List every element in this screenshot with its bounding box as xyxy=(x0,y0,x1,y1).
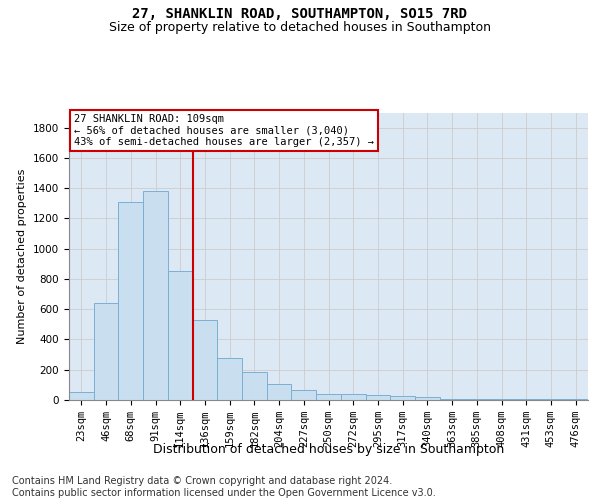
Bar xyxy=(514,399,539,400)
Bar xyxy=(563,399,588,400)
Bar xyxy=(440,399,464,400)
Bar xyxy=(94,303,118,400)
Bar xyxy=(464,399,489,400)
Bar xyxy=(69,392,94,400)
Bar xyxy=(118,202,143,400)
Bar xyxy=(341,394,365,400)
Bar xyxy=(316,394,341,400)
Bar xyxy=(292,390,316,400)
Text: Size of property relative to detached houses in Southampton: Size of property relative to detached ho… xyxy=(109,21,491,34)
Text: Distribution of detached houses by size in Southampton: Distribution of detached houses by size … xyxy=(153,442,505,456)
Bar xyxy=(168,272,193,400)
Text: Contains HM Land Registry data © Crown copyright and database right 2024.
Contai: Contains HM Land Registry data © Crown c… xyxy=(12,476,436,498)
Bar xyxy=(242,372,267,400)
Bar xyxy=(365,396,390,400)
Bar xyxy=(539,399,563,400)
Bar xyxy=(489,399,514,400)
Text: 27, SHANKLIN ROAD, SOUTHAMPTON, SO15 7RD: 27, SHANKLIN ROAD, SOUTHAMPTON, SO15 7RD xyxy=(133,8,467,22)
Bar xyxy=(217,358,242,400)
Bar xyxy=(143,191,168,400)
Bar xyxy=(390,396,415,400)
Y-axis label: Number of detached properties: Number of detached properties xyxy=(17,168,28,344)
Bar xyxy=(415,397,440,400)
Bar xyxy=(267,384,292,400)
Bar xyxy=(193,320,217,400)
Text: 27 SHANKLIN ROAD: 109sqm
← 56% of detached houses are smaller (3,040)
43% of sem: 27 SHANKLIN ROAD: 109sqm ← 56% of detach… xyxy=(74,114,374,147)
